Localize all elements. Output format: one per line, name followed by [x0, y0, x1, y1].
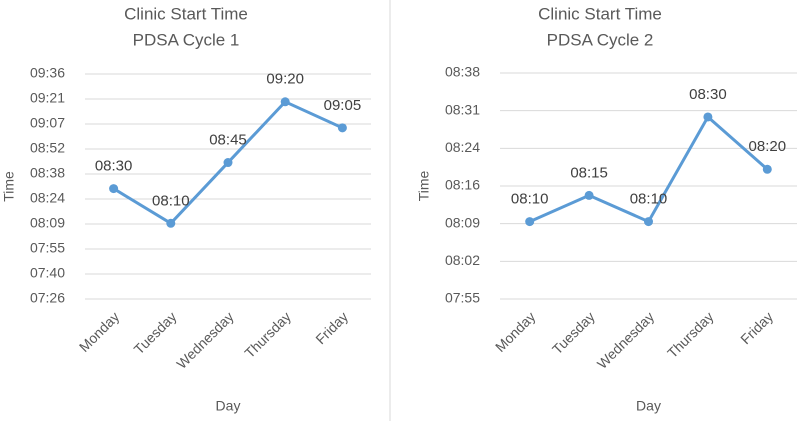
x-tick-label: Thursday [664, 308, 717, 361]
x-tick-label: Monday [492, 308, 539, 355]
y-tick-label: 08:52 [30, 140, 65, 156]
data-label: 09:20 [266, 71, 304, 88]
data-label: 08:10 [630, 191, 668, 208]
y-axis-label: Time [416, 170, 432, 201]
y-tick-label: 08:38 [445, 64, 480, 80]
chart-subtitle: PDSA Cycle 2 [547, 30, 654, 49]
data-label: 08:20 [749, 138, 787, 155]
x-tick-label: Wednesday [173, 308, 236, 371]
data-label: 08:30 [95, 158, 133, 175]
point [584, 190, 594, 200]
y-tick-label: 09:07 [30, 115, 65, 131]
chart-subtitle: PDSA Cycle 1 [133, 30, 240, 49]
point [644, 217, 653, 227]
x-tick-label: Tuesday [549, 308, 598, 357]
y-tick-label: 08:31 [445, 101, 480, 117]
point [337, 123, 347, 133]
x-axis-label: Day [636, 398, 661, 414]
y-tick-label: 09:21 [30, 90, 65, 106]
chart-title: Clinic Start Time [124, 4, 248, 23]
data-label: 08:10 [152, 192, 190, 209]
x-axis-label: Day [216, 398, 241, 414]
data-label: 08:30 [689, 86, 727, 103]
y-tick-label: 09:36 [30, 65, 65, 81]
x-tick-label: Tuesday [131, 308, 180, 357]
data-label: 08:45 [209, 132, 247, 149]
point [166, 218, 176, 228]
point [525, 217, 535, 227]
point [109, 184, 119, 194]
data-label: 08:10 [511, 191, 549, 208]
x-tick-label: Thursday [241, 308, 294, 361]
data-label: 08:15 [570, 164, 608, 181]
y-tick-label: 08:16 [445, 177, 480, 193]
data-label: 09:05 [324, 97, 362, 114]
y-tick-label: 08:24 [30, 190, 65, 206]
y-tick-label: 08:38 [30, 165, 65, 181]
y-tick-label: 07:55 [445, 290, 480, 306]
y-tick-label: 07:40 [30, 265, 65, 281]
point [280, 97, 290, 107]
chart-title: Clinic Start Time [538, 4, 662, 23]
y-tick-label: 07:55 [30, 240, 65, 256]
point [703, 112, 713, 122]
y-tick-label: 08:24 [445, 139, 480, 155]
x-tick-label: Monday [76, 308, 123, 355]
y-tick-label: 08:09 [30, 215, 65, 231]
y-axis-label: Time [1, 171, 17, 202]
y-tick-label: 07:26 [30, 290, 65, 306]
y-tick-label: 08:02 [445, 252, 480, 268]
point [762, 164, 772, 174]
x-tick-label: Wednesday [594, 308, 657, 371]
point [223, 158, 233, 168]
x-tick-label: Friday [312, 308, 351, 347]
y-tick-label: 08:09 [445, 214, 480, 230]
x-tick-label: Friday [737, 308, 776, 347]
